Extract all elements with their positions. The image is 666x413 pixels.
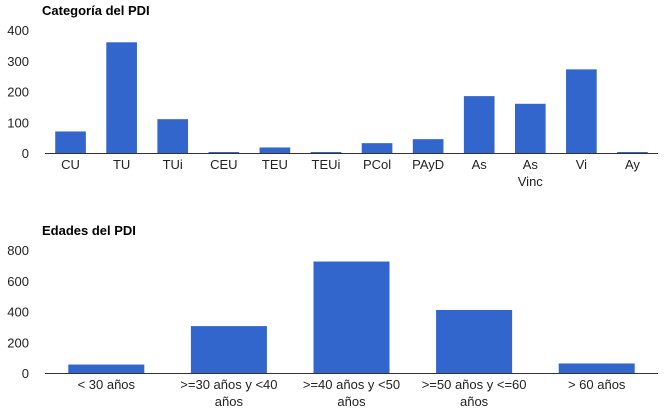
bar: [157, 119, 189, 153]
chart-ages: Edades del PDI 0 200 400 600 800 < 30 años >=3…: [7, 223, 658, 409]
bar: [190, 326, 267, 373]
bar: [55, 131, 86, 153]
bar: [412, 139, 444, 153]
bar: [208, 152, 240, 153]
bar: [463, 96, 495, 153]
x-tick-label: años: [337, 394, 366, 409]
x-tick-label: >=50 años y <=60: [422, 377, 527, 392]
x-tick-label: años: [460, 394, 489, 409]
x-tick-label: años: [215, 394, 244, 409]
y-tick-label: 100: [7, 115, 29, 130]
x-tick-label: >=30 años y <40: [180, 377, 277, 392]
bar: [313, 261, 390, 373]
x-tick-label: TEU: [262, 157, 288, 172]
bar: [259, 147, 291, 153]
x-tick-label: CEU: [210, 157, 237, 172]
x-tick-label: >=40 años y <50: [303, 377, 400, 392]
bar: [558, 363, 635, 373]
x-tick-label: Vinc: [518, 174, 544, 189]
bar: [68, 364, 145, 373]
y-tick-label: 200: [7, 85, 29, 100]
x-tick-label: As: [472, 157, 488, 172]
y-tick-label: 400: [7, 23, 29, 38]
x-tick-label: CU: [61, 157, 80, 172]
x-tick-label: Vi: [576, 157, 587, 172]
x-tick-label: TEUi: [312, 157, 341, 172]
y-tick-label: 400: [7, 305, 29, 320]
x-tick-label: As: [523, 157, 539, 172]
y-tick-label: 0: [22, 146, 29, 161]
chart-category: Categoría del PDI 0 100 200 300 400 CU TU TUi CE…: [7, 3, 658, 189]
y-tick-label: 0: [22, 366, 29, 381]
bar: [617, 152, 648, 153]
y-tick-label: 200: [7, 335, 29, 350]
y-tick-label: 600: [7, 274, 29, 289]
bar: [310, 152, 342, 153]
chart-title: Categoría del PDI: [42, 3, 150, 18]
x-tick-label: Ay: [625, 157, 640, 172]
bar: [436, 309, 513, 373]
x-tick-label: PCol: [363, 157, 391, 172]
bar: [566, 69, 597, 153]
bar: [514, 103, 546, 153]
x-tick-label: TUi: [163, 157, 183, 172]
x-tick-label: TU: [113, 157, 130, 172]
bar: [361, 143, 393, 153]
x-tick-label: > 60 años: [568, 377, 626, 392]
y-tick-label: 800: [7, 243, 29, 258]
x-tick-label: PAyD: [412, 157, 444, 172]
y-tick-label: 300: [7, 54, 29, 69]
x-tick-label: < 30 años: [78, 377, 136, 392]
bar: [106, 42, 137, 153]
chart-title: Edades del PDI: [42, 223, 136, 238]
